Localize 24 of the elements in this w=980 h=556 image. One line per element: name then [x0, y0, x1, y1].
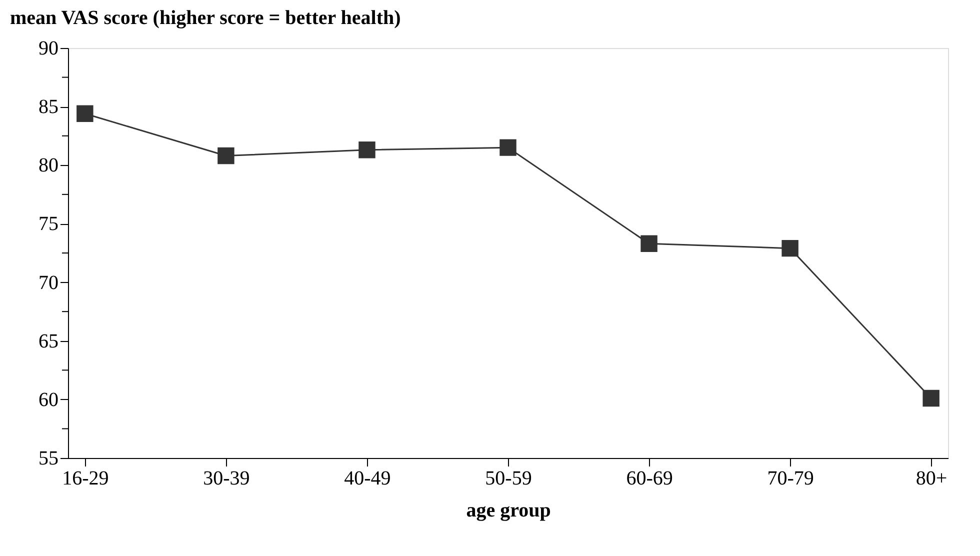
y-tick-label: 60 — [38, 388, 58, 411]
y-tick-label: 75 — [38, 213, 58, 236]
x-tick-label: 60-69 — [626, 468, 673, 490]
x-tick-label: 40-49 — [344, 468, 391, 490]
x-tick-label: 70-79 — [767, 468, 814, 490]
x-tick-label: 80+ — [916, 468, 948, 490]
point — [640, 235, 658, 252]
y-tick-label: 65 — [38, 330, 58, 352]
point — [358, 142, 376, 158]
x-tick-label: 50-59 — [485, 468, 532, 490]
y-tick-label: 90 — [38, 38, 58, 60]
y-tick-label: 80 — [38, 154, 58, 177]
y-tick-label: 70 — [38, 272, 58, 294]
point — [782, 240, 798, 257]
x-tick-label: 16-29 — [62, 468, 109, 490]
x-tick-label: 30-39 — [203, 468, 250, 490]
point — [76, 105, 94, 122]
x-axis-title: age group — [466, 500, 551, 522]
point — [500, 139, 516, 156]
point — [218, 147, 234, 164]
y-tick-label: 55 — [38, 448, 58, 470]
chart-title: mean VAS score (higher score = better health) — [10, 7, 401, 29]
point — [922, 390, 940, 407]
y-tick-label: 85 — [38, 96, 58, 118]
